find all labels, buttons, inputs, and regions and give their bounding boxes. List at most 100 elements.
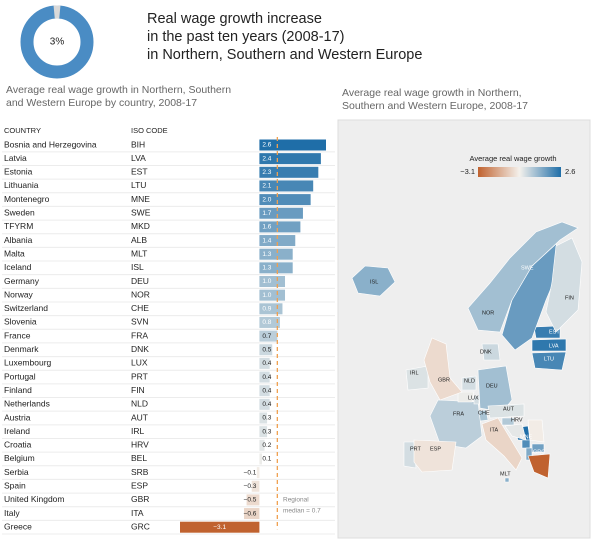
iso-code: DEU <box>131 276 149 286</box>
iso-code: SWE <box>131 208 151 218</box>
country-label: Sweden <box>4 208 35 218</box>
map-label: FRA <box>453 411 464 417</box>
country-label: Albania <box>4 235 33 245</box>
country-label: Greece <box>4 521 32 531</box>
country-label: Netherlands <box>4 399 50 409</box>
country-label: Italy <box>4 508 20 518</box>
iso-code: ISL <box>131 262 144 272</box>
country-label: TFYRM <box>4 221 33 231</box>
map-label: MLT <box>500 471 511 477</box>
iso-code: GRC <box>131 521 150 531</box>
value-label: 0.5 <box>262 346 271 353</box>
map-label: SWE <box>521 265 534 271</box>
iso-code: MKD <box>131 221 150 231</box>
value-label: 1.4 <box>262 237 271 244</box>
iso-code: LVA <box>131 153 146 163</box>
country-label: Croatia <box>4 440 32 450</box>
column-header: COUNTRY <box>4 126 41 135</box>
value-label: −0.1 <box>244 469 257 476</box>
median-annotation: median = 0.7 <box>283 508 321 515</box>
country-label: United Kingdom <box>4 494 64 504</box>
value-label: −0.6 <box>244 510 257 517</box>
map-label: DNK <box>480 349 492 355</box>
value-label: 0.2 <box>262 442 271 449</box>
country-shape <box>414 440 456 472</box>
map-label: IRL <box>410 370 419 376</box>
map-subtitle: Average real wage growth in Northern, <box>342 87 522 99</box>
value-label: 1.0 <box>262 292 271 299</box>
country-label: Bosnia and Herzegovina <box>4 139 97 149</box>
value-label: 1.6 <box>262 224 271 231</box>
map-label: LUX <box>468 395 479 401</box>
iso-code: SVN <box>131 317 148 327</box>
column-header: ISO CODE <box>131 126 168 135</box>
map-label: NOR <box>482 310 494 316</box>
iso-code: ESP <box>131 481 148 491</box>
iso-code: NOR <box>131 289 150 299</box>
country-label: Finland <box>4 385 32 395</box>
country-label: Slovenia <box>4 317 37 327</box>
iso-code: ALB <box>131 235 147 245</box>
value-label: 0.4 <box>262 360 271 367</box>
map-label: AUT <box>503 406 515 412</box>
country-label: Montenegro <box>4 194 50 204</box>
donut: 3% <box>27 12 87 72</box>
value-label: −0.5 <box>244 497 257 504</box>
iso-code: BIH <box>131 139 145 149</box>
iso-code: FIN <box>131 385 145 395</box>
value-label: 1.7 <box>262 210 271 217</box>
iso-code: CHE <box>131 303 149 313</box>
bar-subtitle: Average real wage growth in Northern, So… <box>6 84 231 96</box>
map-label: GRC <box>533 449 545 455</box>
title-line: Real wage growth increase <box>147 11 322 27</box>
value-label: 0.7 <box>262 333 271 340</box>
country-label: Iceland <box>4 262 32 272</box>
iso-code: EST <box>131 167 148 177</box>
country-label: France <box>4 330 31 340</box>
value-label: 2.0 <box>262 196 271 203</box>
map-label: ESP <box>430 446 441 452</box>
iso-code: MLT <box>131 248 147 258</box>
map-label: LVA <box>549 343 559 349</box>
donut-label: 3% <box>50 37 65 48</box>
map-label: ISL <box>370 279 378 285</box>
value-label: 2.4 <box>262 155 271 162</box>
iso-code: GBR <box>131 494 149 504</box>
iso-code: LUX <box>131 358 148 368</box>
map-label: EST <box>549 329 560 335</box>
iso-code: FRA <box>131 330 148 340</box>
legend-bar <box>478 167 561 177</box>
map-label: MNE <box>520 434 533 440</box>
country-label: Denmark <box>4 344 39 354</box>
map-label: LTU <box>544 356 554 362</box>
value-label: 1.0 <box>262 278 271 285</box>
value-label: 1.3 <box>262 251 271 258</box>
value-label: 2.6 <box>262 142 271 149</box>
iso-code: MNE <box>131 194 150 204</box>
country-label: Ireland <box>4 426 30 436</box>
country-label: Luxembourg <box>4 358 52 368</box>
value-label: 0.4 <box>262 387 271 394</box>
value-label: 2.1 <box>262 183 271 190</box>
title-line: in the past ten years (2008-17) <box>147 29 344 45</box>
value-label: 0.1 <box>262 456 271 463</box>
country-label: Portugal <box>4 371 36 381</box>
country-label: Germany <box>4 276 40 286</box>
country-shape <box>522 440 530 448</box>
iso-code: PRT <box>131 371 148 381</box>
value-label: 0.9 <box>262 306 271 313</box>
bar-subtitle: and Western Europe by country, 2008-17 <box>6 97 197 109</box>
map-label: HRV <box>511 417 523 423</box>
map-subtitle: Southern and Western Europe, 2008-17 <box>342 100 528 112</box>
iso-code: DNK <box>131 344 149 354</box>
value-label: 0.3 <box>262 415 271 422</box>
country-label: Austria <box>4 412 31 422</box>
value-label: 0.4 <box>262 401 271 408</box>
map-label: FIN <box>565 295 574 301</box>
value-label: 0.8 <box>262 319 271 326</box>
value-label: −0.3 <box>244 483 257 490</box>
median-annotation: Regional <box>283 497 309 504</box>
iso-code: AUT <box>131 412 148 422</box>
